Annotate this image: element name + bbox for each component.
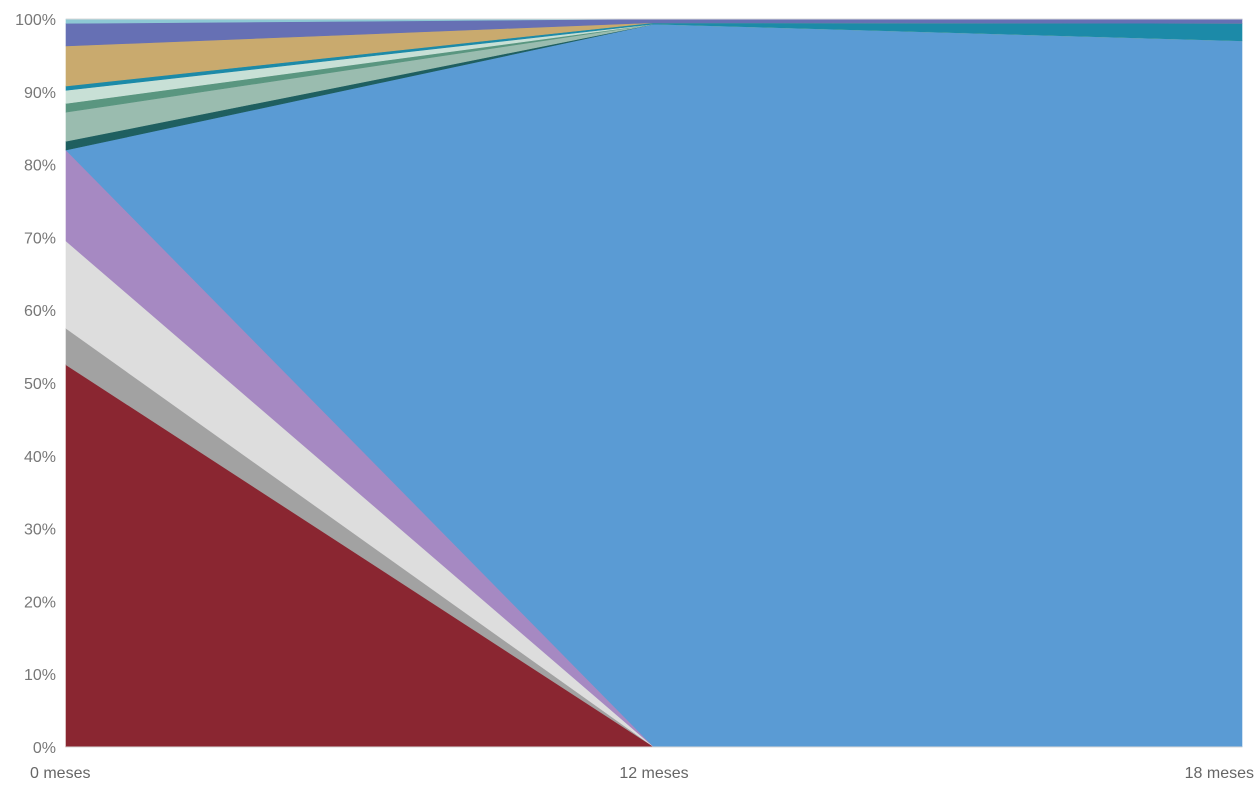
- y-tick-label: 30%: [24, 522, 56, 539]
- x-tick-label: 18 meses: [1185, 765, 1254, 782]
- y-axis-tick-labels: 0% 10% 20% 30% 40% 50% 60% 70% 80% 90% 100%: [15, 12, 56, 757]
- areas-layer: [65, 18, 1243, 748]
- y-tick-label: 100%: [15, 12, 56, 29]
- x-axis-tick-labels: 0 meses 12 meses 18 meses: [30, 765, 1254, 782]
- y-tick-label: 20%: [24, 594, 56, 611]
- y-tick-label: 40%: [24, 449, 56, 466]
- y-tick-label: 0%: [33, 740, 56, 757]
- y-tick-label: 10%: [24, 667, 56, 684]
- y-tick-label: 70%: [24, 230, 56, 247]
- axes-layer: [66, 18, 1242, 748]
- y-tick-label: 90%: [24, 85, 56, 102]
- y-tick-label: 50%: [24, 376, 56, 393]
- x-tick-label: 0 meses: [30, 765, 90, 782]
- y-tick-label: 60%: [24, 303, 56, 320]
- x-tick-label: 12 meses: [619, 765, 688, 782]
- y-tick-label: 80%: [24, 158, 56, 175]
